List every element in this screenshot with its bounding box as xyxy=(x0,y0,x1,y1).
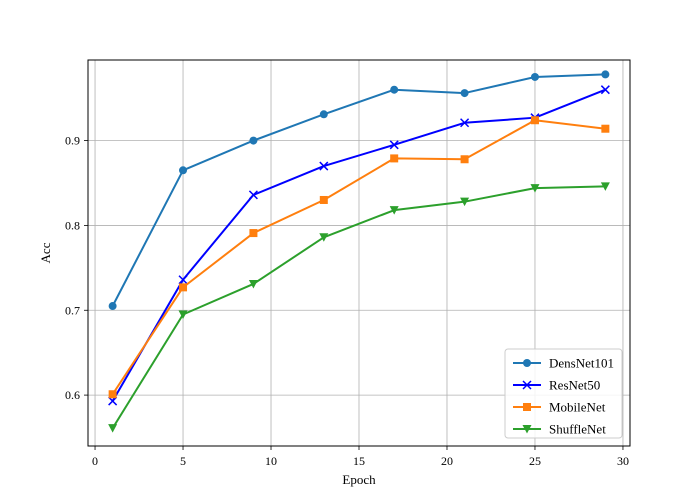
grid-lines xyxy=(88,60,630,446)
x-tick-label: 5 xyxy=(180,454,186,468)
data-point xyxy=(530,184,540,193)
data-point xyxy=(178,310,188,320)
series-densnet101 xyxy=(108,70,610,311)
data-point xyxy=(249,229,258,238)
data-point xyxy=(108,302,117,311)
data-point xyxy=(108,396,118,406)
data-point xyxy=(389,140,399,150)
y-axis-label: Acc xyxy=(38,242,53,263)
x-tick-label: 0 xyxy=(92,454,98,468)
data-point xyxy=(523,359,531,367)
data-point xyxy=(600,85,610,95)
data-point xyxy=(390,154,399,163)
legend: DensNet101 ResNet50 MobileNet ShuffleNet xyxy=(504,348,623,439)
data-point xyxy=(530,72,539,81)
legend-item-mobilenet: MobileNet xyxy=(513,400,606,415)
data-point xyxy=(319,233,329,242)
data-point xyxy=(523,403,531,411)
data-point xyxy=(530,116,539,125)
legend-item-shufflenet: ShuffleNet xyxy=(513,422,606,437)
x-tick-label: 15 xyxy=(353,454,365,468)
series-mobilenet xyxy=(108,116,610,399)
y-tick-label: 0.7 xyxy=(65,303,80,317)
plot-frame xyxy=(87,59,631,447)
y-tick-label: 0.6 xyxy=(65,388,80,402)
y-tick-label: 0.8 xyxy=(65,218,80,232)
data-point xyxy=(390,85,399,94)
y-axis-ticks: 0.6 0.7 0.8 0.9 xyxy=(65,134,88,402)
x-tick-label: 30 xyxy=(617,454,629,468)
data-point xyxy=(460,155,469,164)
x-axis-label: Epoch xyxy=(342,472,376,487)
series-line xyxy=(111,88,606,402)
legend-label: DensNet101 xyxy=(549,356,614,371)
data-point xyxy=(319,195,328,204)
data-point xyxy=(460,197,470,207)
data-point xyxy=(601,70,610,79)
data-point xyxy=(319,110,328,119)
legend-label: MobileNet xyxy=(549,400,606,415)
data-point xyxy=(178,275,188,285)
data-point xyxy=(249,136,258,145)
data-point xyxy=(522,380,532,390)
series-line xyxy=(111,185,606,429)
data-point xyxy=(248,279,258,289)
legend-box xyxy=(504,348,623,439)
y-tick-label: 0.9 xyxy=(65,134,80,148)
data-point xyxy=(179,283,188,292)
legend-item-densnet101: DensNet101 xyxy=(513,356,614,371)
x-tick-label: 25 xyxy=(529,454,541,468)
data-point xyxy=(389,206,399,215)
data-point xyxy=(460,89,469,98)
data-point xyxy=(108,390,117,399)
data-point xyxy=(601,124,610,133)
x-tick-label: 10 xyxy=(265,454,277,468)
x-axis-ticks: 0 5 10 15 20 25 30 xyxy=(92,446,629,468)
series-shufflenet xyxy=(108,182,610,433)
series-lines xyxy=(108,70,610,433)
legend-item-resnet50: ResNet50 xyxy=(513,378,600,393)
legend-label: ResNet50 xyxy=(549,378,600,393)
data-point xyxy=(600,182,610,191)
data-point xyxy=(522,425,532,434)
data-point xyxy=(108,424,118,433)
data-point xyxy=(460,118,470,128)
legend-label: ShuffleNet xyxy=(549,422,606,437)
data-point xyxy=(179,166,188,175)
data-point xyxy=(248,190,258,200)
data-point xyxy=(319,161,329,171)
series-line xyxy=(111,73,606,307)
series-line xyxy=(111,119,606,395)
x-tick-label: 20 xyxy=(441,454,453,468)
